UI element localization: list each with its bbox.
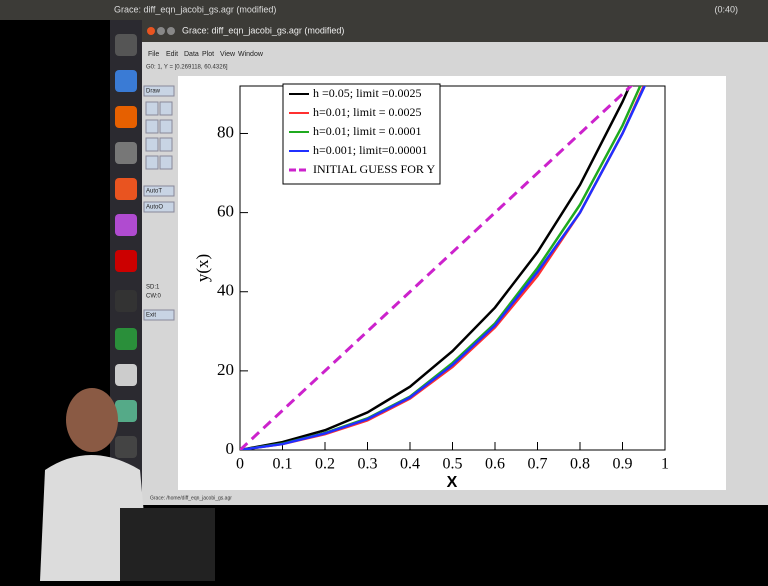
x-tick-label: 0.3 xyxy=(358,456,378,473)
window-title: Grace: diff_eqn_jacobi_gs.agr (modified) xyxy=(182,25,344,35)
menu-item[interactable]: Plot xyxy=(202,51,214,58)
button-label: AutoT xyxy=(146,189,162,195)
legend-label: h =0.05; limit =0.0025 xyxy=(313,86,422,100)
clock: (0:40) xyxy=(714,4,738,14)
menu-item[interactable]: Window xyxy=(238,51,264,58)
x-tick-label: 0.6 xyxy=(485,456,505,473)
tool-button[interactable] xyxy=(146,138,158,151)
canvas xyxy=(178,76,726,490)
y-tick-label: 80 xyxy=(217,122,234,141)
min-button[interactable] xyxy=(157,27,165,35)
x-tick-label: 0.1 xyxy=(273,456,293,473)
x-tick-label: 0.8 xyxy=(570,456,590,473)
tool-button[interactable] xyxy=(146,156,158,169)
close-button[interactable] xyxy=(147,27,155,35)
y-tick-label: 0 xyxy=(226,439,235,458)
y-tick-label: 40 xyxy=(217,281,234,300)
x-tick-label: 0.4 xyxy=(400,456,420,473)
tool-button[interactable] xyxy=(160,156,172,169)
info: SD:1 xyxy=(146,285,160,291)
y-tick-label: 60 xyxy=(217,202,234,221)
menu-item[interactable]: File xyxy=(148,51,159,58)
page: body{margin:0;width:768px;height:581px;o… xyxy=(0,0,768,581)
button-label: Exit xyxy=(146,313,156,319)
x-tick-label: 0 xyxy=(236,456,244,473)
tool-button[interactable] xyxy=(146,102,158,115)
x-tick-label: 0.5 xyxy=(443,456,463,473)
x-axis-label: X xyxy=(447,474,458,491)
y-tick-label: 20 xyxy=(217,360,234,379)
max-button[interactable] xyxy=(167,27,175,35)
button-label: Draw xyxy=(146,89,161,95)
footer: Grace: /home/diff_eqn_jacobi_gs.agr xyxy=(150,495,232,501)
legend-label: h=0.01; limit = 0.0025 xyxy=(313,105,422,119)
legend-label: INITIAL GUESS FOR Y xyxy=(313,162,435,176)
tool-button[interactable] xyxy=(160,102,172,115)
menu-item[interactable]: Edit xyxy=(166,51,178,58)
x-tick-label: 0.7 xyxy=(528,456,548,473)
legend-label: h=0.001; limit=0.00001 xyxy=(313,143,428,157)
tool-button[interactable] xyxy=(146,120,158,133)
y-axis-label: y(x) xyxy=(193,254,212,282)
body: {"system":{"top_title":"Grace: diff_eqn_… xyxy=(0,0,768,581)
legend-label: h=0.01; limit = 0.0001 xyxy=(313,124,422,138)
top-title: Grace: diff_eqn_jacobi_gs.agr (modified) xyxy=(114,4,276,14)
menu-item[interactable]: View xyxy=(220,51,236,58)
info: CW:0 xyxy=(146,294,162,300)
x-tick-label: 1 xyxy=(661,456,669,473)
tool-button[interactable] xyxy=(160,120,172,133)
x-tick-label: 0.9 xyxy=(613,456,633,473)
screen: Grace: diff_eqn_jacobi_gs.agr (modified)… xyxy=(0,0,768,581)
status: G0: 1, Y = [0.269118, 60.4326] xyxy=(146,65,228,71)
tool-button[interactable] xyxy=(160,138,172,151)
menu-item[interactable]: Data xyxy=(184,51,199,58)
button-label: AutoO xyxy=(146,205,163,211)
x-tick-label: 0.2 xyxy=(315,456,335,473)
